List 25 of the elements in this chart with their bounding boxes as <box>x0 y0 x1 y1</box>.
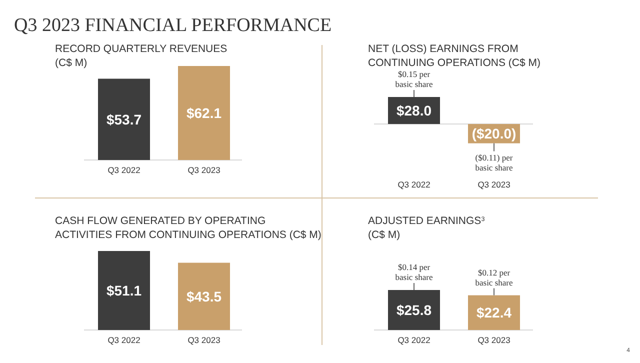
data-label: $62.1 <box>186 105 222 121</box>
x-tick-label: Q3 2023 <box>188 335 221 345</box>
data-label: $51.1 <box>106 282 142 298</box>
chart-title: ADJUSTED EARNINGS$^{3}$ (C$ M) <box>368 215 485 241</box>
data-label: $22.4 <box>476 304 512 321</box>
x-tick-label: Q3 2022 <box>108 165 141 175</box>
x-tick-label: Q3 2023 <box>478 179 511 190</box>
data-label: $43.5 <box>186 288 222 304</box>
x-tick-label: Q3 2023 <box>188 165 221 175</box>
annotation: $0.15 per basic share <box>395 69 433 89</box>
chart-title: RECORD QUARTERLY REVENUES (C$ M) <box>55 43 228 69</box>
x-tick-label: Q3 2022 <box>108 335 141 345</box>
annotation: $0.12 per basic share <box>475 267 513 288</box>
annotation: ($0.11) per basic share <box>475 152 513 172</box>
data-label: $53.7 <box>106 111 142 128</box>
x-tick-label: Q3 2023 <box>478 335 511 345</box>
x-tick-label: Q3 2022 <box>398 179 431 190</box>
data-label: $25.8 <box>396 302 432 318</box>
data-label: $28.0 <box>396 102 432 118</box>
x-tick-label: Q3 2022 <box>398 335 431 345</box>
chart-title: NET (LOSS) EARNINGS FROM CONTINUING OPERATIONS (C$ M) <box>368 43 540 69</box>
chart-title: CASH FLOW GENERATED BY OPERATING ACTIVITIES FROM CONTINUING OPERATIONS (C$ M) <box>55 215 322 241</box>
data-label: ($20.0) <box>472 126 516 142</box>
annotation: $0.14 per basic share <box>395 262 433 282</box>
text: Q3 2023 FINANCIAL PERFORMANCE <box>14 15 332 36</box>
